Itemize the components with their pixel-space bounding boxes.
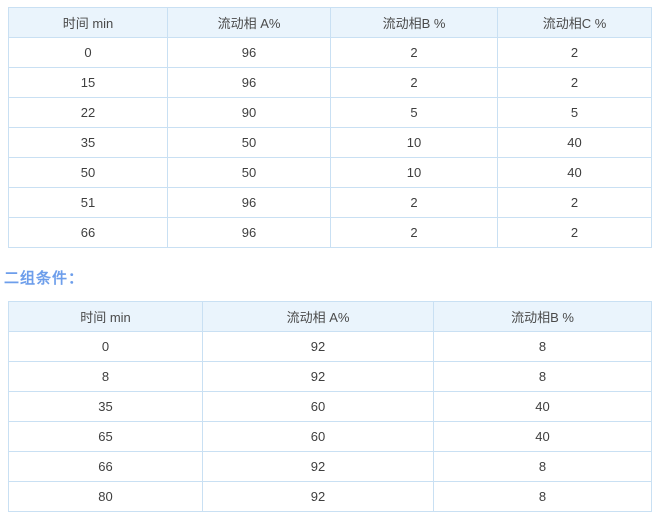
table-cell: 92 [202,361,434,392]
table-cell: 96 [167,37,331,68]
table-cell: 50 [167,127,331,158]
table-cell: 96 [167,217,331,248]
gradient-table-2: 时间 min 流动相 A% 流动相B % 0 92 8 8 92 8 35 60 40 65 60 40 6… [8,301,652,512]
table-cell: 5 [497,97,652,128]
table-row: 8 92 8 [8,361,652,392]
table-cell: 51 [8,187,168,218]
table-header-row: 时间 min 流动相 A% 流动相B % 流动相C % [8,7,652,38]
table-cell: 40 [433,391,652,422]
table-2-header-row: 时间 min 流动相 A% 流动相B % [8,301,652,332]
table-row: 51 96 2 2 [8,187,652,218]
table-cell: 2 [330,37,498,68]
table-cell: 2 [497,187,652,218]
table-cell: 2 [497,217,652,248]
table-cell: 40 [433,421,652,452]
table-1-body: 0 96 2 2 15 96 2 2 22 90 5 5 35 50 10 40 50 50 10 40 51 96 2 2 6… [8,37,652,248]
table-cell: 35 [8,391,203,422]
table-cell: 66 [8,217,168,248]
table-row: 35 50 10 40 [8,127,652,158]
table-row: 66 96 2 2 [8,217,652,248]
table-cell: 22 [8,97,168,128]
table-cell: 92 [202,331,434,362]
table-cell: 35 [8,127,168,158]
table-cell: 5 [330,97,498,128]
table-row: 50 50 10 40 [8,157,652,188]
table-row: 0 96 2 2 [8,37,652,68]
table-cell: 2 [497,67,652,98]
table-cell: 90 [167,97,331,128]
column-header: 流动相B % [330,7,498,38]
table-cell: 15 [8,67,168,98]
table-cell: 0 [8,37,168,68]
table-cell: 10 [330,157,498,188]
table-row: 35 60 40 [8,391,652,422]
table-row: 22 90 5 5 [8,97,652,128]
table-2-body: 0 92 8 8 92 8 35 60 40 65 60 40 66 92 8 80 92 8 [8,331,652,512]
table-cell: 40 [497,157,652,188]
table-cell: 8 [433,451,652,482]
table-cell: 8 [433,481,652,512]
table-cell: 96 [167,187,331,218]
table-cell: 60 [202,391,434,422]
table-cell: 2 [497,37,652,68]
table-row: 0 92 8 [8,331,652,362]
gradient-table-1: 时间 min 流动相 A% 流动相B % 流动相C % 0 96 2 2 15 96 2 2 22 90… [8,7,652,248]
table-cell: 80 [8,481,203,512]
column-header: 流动相 A% [202,301,434,332]
table-cell: 65 [8,421,203,452]
table-cell: 8 [433,331,652,362]
table-cell: 40 [497,127,652,158]
table-cell: 50 [167,157,331,188]
table-cell: 92 [202,481,434,512]
table-cell: 8 [433,361,652,392]
table-cell: 60 [202,421,434,452]
table-cell: 50 [8,157,168,188]
table-row: 66 92 8 [8,451,652,482]
table-cell: 0 [8,331,203,362]
column-header: 流动相C % [497,7,652,38]
table-1-header-row: 时间 min 流动相 A% 流动相B % 流动相C % [8,7,652,38]
table-cell: 66 [8,451,203,482]
table-row: 65 60 40 [8,421,652,452]
column-header: 时间 min [8,7,168,38]
table-cell: 2 [330,217,498,248]
table-cell: 2 [330,67,498,98]
column-header: 流动相 A% [167,7,331,38]
column-header: 时间 min [8,301,203,332]
table-row: 15 96 2 2 [8,67,652,98]
column-header: 流动相B % [433,301,652,332]
table-cell: 96 [167,67,331,98]
table-cell: 10 [330,127,498,158]
table-cell: 8 [8,361,203,392]
table-row: 80 92 8 [8,481,652,512]
table-cell: 2 [330,187,498,218]
table-cell: 92 [202,451,434,482]
section-label-second-group: 二组条件： [4,270,85,287]
table-header-row: 时间 min 流动相 A% 流动相B % [8,301,652,332]
